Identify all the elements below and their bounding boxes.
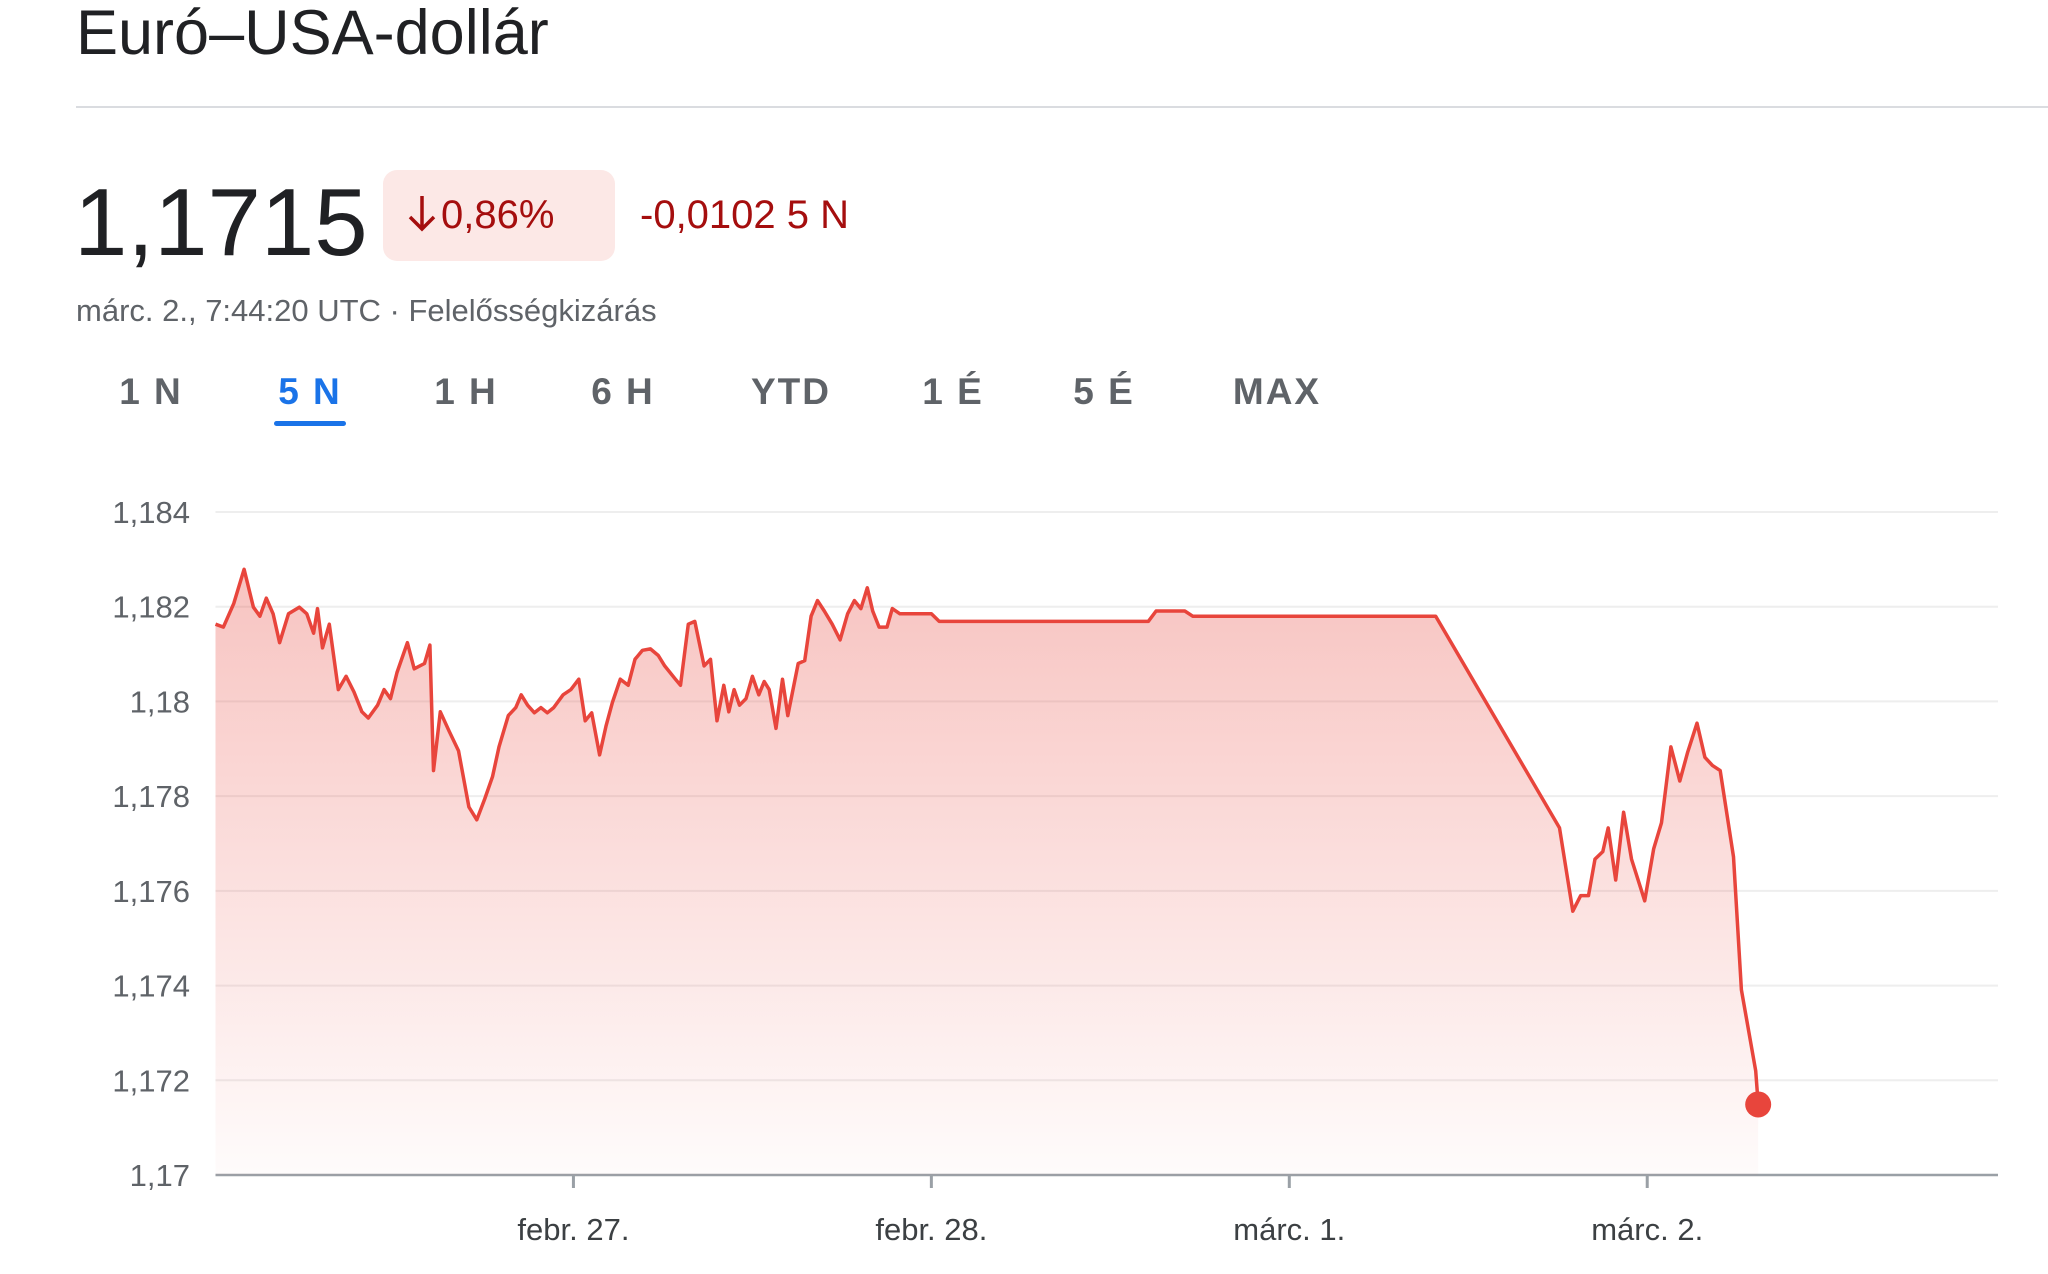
range-tab[interactable]: YTD (751, 371, 831, 412)
range-tab[interactable]: 5 É (1073, 371, 1135, 412)
range-tab[interactable]: 5 N (278, 371, 342, 412)
line (214, 567, 1760, 1105)
range-tab[interactable]: MAX (1233, 371, 1321, 412)
x-tick-label: febr. 27. (517, 1212, 629, 1247)
price: 1,1715 (74, 169, 368, 276)
chart: 1,17 1,172 1,174 1,176 1,178 1,18 1,182 1,184 fe… (112, 495, 1998, 1247)
y-tick-label: 1,182 (112, 590, 190, 625)
y-tick-label: 1,172 (112, 1063, 190, 1098)
end-point (1745, 1091, 1772, 1118)
change-badge (383, 170, 615, 261)
range-tab[interactable]: 1 H (434, 371, 498, 412)
y-tick-label: 1,17 (130, 1158, 190, 1193)
y-tick-label: 1,178 (112, 779, 190, 814)
y-tick-label: 1,184 (112, 495, 190, 530)
tab-underline (274, 421, 346, 426)
y-tick-label: 1,176 (112, 874, 190, 909)
down-arrow (408, 196, 436, 232)
range-tab[interactable]: 6 H (591, 371, 655, 412)
change-pct: 0,86% (441, 193, 554, 237)
title: Euró–USA-dollár (76, 0, 549, 68)
range-tabs: 1 N 5 N 1 H 6 H YTD 1 É 5 É MAX (119, 371, 1321, 426)
y-tick-label: 1,174 (112, 969, 190, 1004)
timestamp: márc. 2., 7:44:20 UTC · Felelősségkizárá… (76, 293, 657, 328)
change-abs: -0,0102 5 N (640, 193, 849, 237)
range-tab[interactable]: 1 N (119, 371, 183, 412)
x-tick-label: febr. 28. (875, 1212, 987, 1247)
x-tick-label: márc. 1. (1233, 1212, 1345, 1247)
range-tab[interactable]: 1 É (922, 371, 984, 412)
y-tick-label: 1,18 (130, 684, 190, 719)
x-tick-label: márc. 2. (1591, 1212, 1703, 1247)
area (215, 569, 1759, 1175)
